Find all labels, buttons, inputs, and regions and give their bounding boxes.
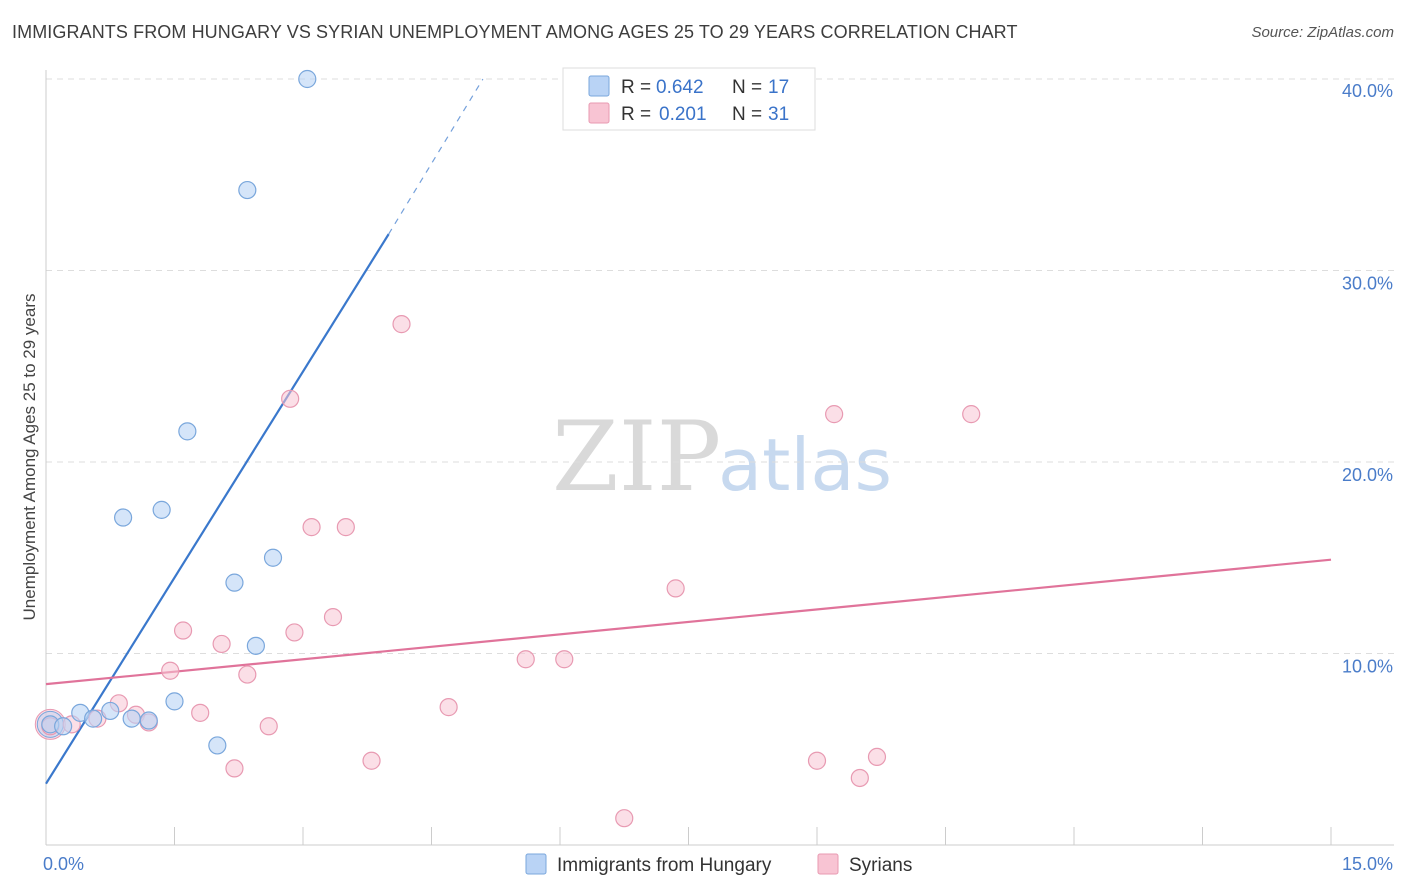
legend-swatch-syrians	[588, 102, 610, 124]
top-legend: R = 0.642 N = 17 R = 0.201 N = 31	[562, 67, 816, 131]
bottom-legend-label-syrians: Syrians	[849, 855, 912, 876]
point-syrians	[666, 579, 685, 598]
bottom-legend-label-hungary: Immigrants from Hungary	[557, 855, 772, 876]
x-tick-label: 15.0%	[1342, 854, 1393, 874]
point-hungary	[113, 508, 133, 527]
legend-syrians-r-label: R =	[621, 104, 651, 125]
point-syrians	[225, 759, 244, 778]
point-syrians	[362, 751, 381, 770]
point-hungary	[246, 636, 265, 655]
point-hungary	[152, 500, 171, 519]
legend-syrians-r-value: 0.201	[659, 104, 707, 125]
watermark-zip: ZIP	[552, 401, 721, 513]
legend-hungary-n-label: N =	[732, 77, 762, 98]
point-syrians	[516, 650, 535, 669]
point-syrians	[238, 665, 257, 684]
legend-hungary-r-label: R =	[621, 77, 651, 98]
point-syrians	[850, 768, 869, 788]
point-hungary	[122, 709, 141, 728]
point-syrians	[825, 405, 844, 424]
trend-line-syrians	[45, 558, 1332, 686]
point-hungary	[225, 573, 244, 592]
point-syrians	[323, 608, 343, 627]
point-syrians	[439, 698, 458, 717]
point-syrians	[302, 518, 321, 537]
point-syrians	[285, 623, 304, 642]
y-tick-label: 30.0%	[1342, 274, 1393, 294]
y-tick-label: 20.0%	[1342, 465, 1393, 485]
point-syrians	[555, 650, 574, 669]
legend-swatch-hungary	[588, 75, 610, 97]
legend-syrians-n-value: 31	[768, 104, 789, 125]
y-tick-label: 40.0%	[1342, 81, 1393, 101]
legend-syrians-n-label: N =	[732, 104, 762, 125]
bottom-legend: Immigrants from Hungary Syrians	[525, 853, 912, 876]
y-tick-labels: 10.0% 20.0% 30.0% 40.0%	[1342, 81, 1393, 677]
legend-hungary-n-value: 17	[768, 77, 789, 98]
point-hungary	[208, 736, 227, 755]
grid-lines	[46, 78, 1394, 654]
point-hungary	[139, 711, 158, 730]
point-hungary	[263, 548, 283, 567]
data-points	[34, 69, 981, 828]
point-hungary	[101, 701, 120, 721]
point-syrians	[962, 405, 981, 424]
y-tick-label: 10.0%	[1342, 657, 1393, 677]
watermark-atlas: atlas	[718, 423, 892, 507]
bottom-legend-swatch-syrians	[817, 853, 839, 875]
trend-line-hungary	[45, 233, 390, 785]
point-syrians	[867, 747, 887, 767]
point-syrians	[173, 621, 193, 640]
point-hungary	[178, 422, 197, 441]
point-hungary	[165, 692, 184, 711]
point-hungary	[298, 69, 317, 89]
chart-title: IMMIGRANTS FROM HUNGARY VS SYRIAN UNEMPL…	[12, 22, 1018, 42]
point-syrians	[336, 518, 355, 537]
legend-hungary-r-value: 0.642	[656, 77, 704, 98]
point-syrians	[212, 634, 231, 654]
y-axis-label: Unemployment Among Ages 25 to 29 years	[20, 294, 39, 621]
point-syrians	[392, 315, 411, 334]
point-syrians	[191, 703, 210, 722]
point-hungary	[238, 180, 257, 200]
source-label: Source: ZipAtlas.com	[1251, 24, 1394, 41]
x-tick-labels: 0.0% 15.0%	[43, 854, 1393, 874]
bottom-legend-swatch-hungary	[525, 853, 547, 875]
point-syrians	[807, 751, 827, 770]
point-syrians	[259, 717, 278, 736]
point-syrians	[281, 389, 300, 408]
x-tick-label: 0.0%	[43, 854, 84, 874]
point-hungary	[84, 709, 103, 728]
trend-lines	[45, 78, 1332, 785]
point-hungary	[54, 717, 73, 736]
trend-line-hungary-extension	[388, 78, 484, 235]
point-syrians	[615, 809, 634, 828]
point-syrians	[161, 661, 180, 680]
